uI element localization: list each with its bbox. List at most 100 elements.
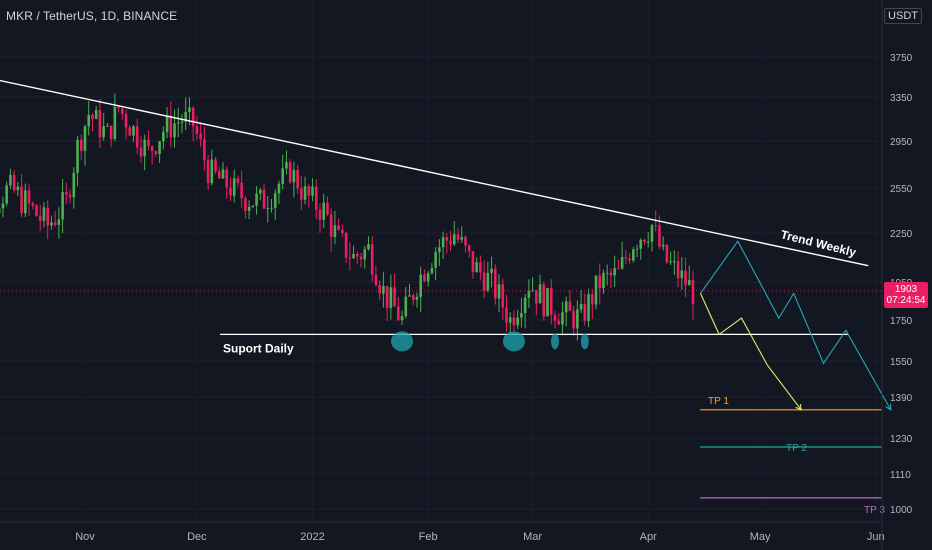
candle-body [370, 244, 374, 275]
candle-body [124, 113, 128, 128]
price-tick-label: 3750 [890, 53, 913, 64]
candle-body [576, 309, 579, 329]
support-touch-marker [391, 331, 414, 352]
candle-body [31, 203, 35, 206]
candle-body [50, 222, 53, 226]
candle-body [527, 290, 531, 298]
candle-body [430, 267, 434, 274]
candle-body [479, 262, 482, 273]
candle-body [609, 272, 613, 276]
candle-body [292, 169, 296, 183]
candle-body [251, 205, 255, 207]
candle-body [176, 122, 180, 124]
candle-body [296, 169, 299, 189]
candle-body [579, 304, 583, 310]
candle-body [199, 133, 202, 140]
last-price-value: 1903 [894, 284, 918, 295]
candle-body [0, 208, 1, 214]
candle-body [411, 295, 415, 300]
candle-body [57, 219, 61, 225]
time-tick-label: 2022 [300, 531, 324, 543]
candle-body [1, 203, 5, 209]
candle-body [367, 244, 370, 250]
candle-body [393, 287, 396, 307]
candle-body [438, 247, 441, 253]
candle-body [542, 284, 546, 317]
symbol-title[interactable]: MKR / TetherUS, 1D, BINANCE [6, 9, 178, 23]
candle-body [311, 186, 314, 196]
price-tick-label: 1390 [890, 393, 913, 404]
candle-body [210, 159, 214, 184]
bar-countdown: 07:24:54 [886, 295, 926, 306]
candle-body [195, 126, 199, 134]
candle-body [87, 114, 91, 127]
candle-body [408, 295, 411, 297]
candle-body [300, 188, 303, 200]
candle-body [162, 131, 165, 142]
candle-body [288, 162, 292, 183]
candle-body [91, 114, 94, 119]
candle-body [691, 279, 695, 305]
candle-body [673, 261, 676, 263]
candle-body [494, 268, 497, 299]
candle-body [79, 139, 83, 151]
candle-body [27, 190, 31, 204]
candle-body [583, 304, 587, 321]
time-tick-label: Jun [867, 531, 885, 543]
candle-body [680, 270, 684, 279]
candle-body [546, 288, 549, 317]
candle-body [169, 115, 173, 138]
candle-body [460, 237, 464, 240]
chart-axes: 3750335029502550225019501750155013901230… [0, 0, 913, 550]
candle-body [538, 284, 542, 304]
candle-body [475, 262, 478, 273]
candle-body [344, 232, 348, 258]
candle-body [72, 172, 76, 198]
candle-body [363, 249, 367, 260]
candle-body [203, 139, 206, 161]
candle-body [20, 186, 23, 214]
candle-body [61, 192, 64, 220]
candle-body [590, 294, 594, 305]
candle-body [180, 121, 184, 123]
time-tick-label: May [750, 531, 771, 543]
candle-body [635, 248, 639, 250]
candle-body [247, 206, 251, 211]
candle-body [658, 225, 661, 247]
candle-body [620, 257, 624, 269]
candle-body [385, 285, 389, 308]
candle-body [221, 169, 225, 179]
chart-drawings: Trend Weekly [0, 79, 892, 411]
candle-body [389, 287, 393, 308]
candle-body [352, 253, 355, 259]
candle-body [400, 316, 404, 321]
price-levels: Suport Daily TP 1 TP 2 TP 3 [0, 290, 885, 516]
candle-body [225, 169, 229, 188]
projection-path-yellow-arrowhead [795, 403, 802, 411]
candle-body [512, 317, 516, 326]
candle-body [65, 192, 68, 195]
candlestick-series [0, 93, 695, 341]
candle-body [572, 310, 575, 329]
candle-body [497, 284, 501, 299]
candle-body [456, 234, 460, 240]
price-tick-label: 1230 [890, 434, 913, 445]
candle-body [639, 239, 643, 249]
candle-body [415, 296, 419, 300]
candle-body [94, 110, 98, 119]
candle-body [441, 237, 445, 248]
candle-body [471, 251, 475, 273]
candle-body [184, 111, 188, 122]
candle-body [624, 257, 628, 259]
candle-body [121, 108, 124, 114]
time-tick-label: Feb [419, 531, 438, 543]
candle-body [24, 190, 27, 214]
price-unit-label[interactable]: USDT [884, 8, 922, 24]
candle-body [490, 268, 493, 273]
candle-body [508, 317, 512, 323]
last-price-badge: 1903 07:24:54 [884, 282, 928, 308]
candle-body [35, 205, 38, 216]
candle-body [355, 253, 359, 257]
candle-body [669, 261, 672, 263]
candle-body [348, 257, 352, 259]
